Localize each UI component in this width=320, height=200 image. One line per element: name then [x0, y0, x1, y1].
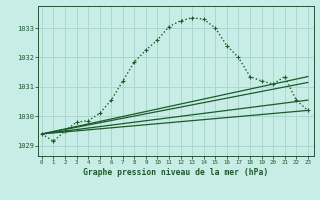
X-axis label: Graphe pression niveau de la mer (hPa): Graphe pression niveau de la mer (hPa)	[84, 168, 268, 177]
